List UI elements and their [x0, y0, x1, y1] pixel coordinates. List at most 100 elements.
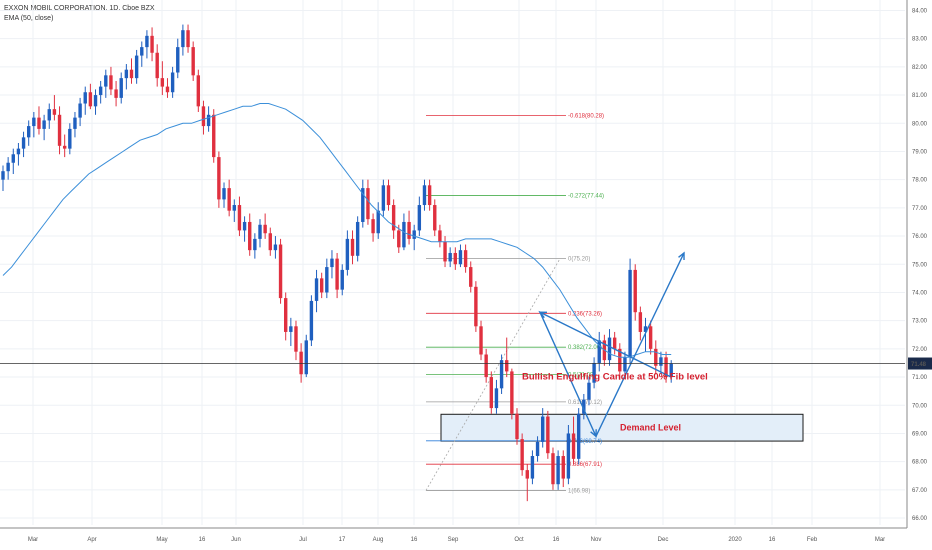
candle [371, 213, 375, 242]
candle [145, 30, 149, 59]
candle [73, 111, 77, 138]
candle [618, 343, 622, 380]
candle-body [643, 326, 648, 332]
x-tick-label: Aug [373, 537, 384, 543]
candle [304, 334, 308, 378]
grid [0, 0, 905, 525]
candle [607, 329, 612, 366]
candle-body [566, 433, 571, 479]
candle [479, 320, 483, 361]
candle [571, 416, 576, 465]
candle-body [309, 300, 314, 341]
candle [407, 210, 411, 245]
candle-body [78, 103, 82, 118]
candle [474, 281, 478, 332]
candle [68, 123, 72, 155]
candle-body [397, 230, 401, 248]
candle-body [155, 52, 159, 79]
y-tick-label: 76.00 [912, 234, 928, 240]
candle-body [170, 72, 175, 93]
candle-body [11, 154, 15, 163]
candle [160, 61, 165, 96]
chart-title: EXXON MOBIL CORPORATION, 1D, Cboe BZX [4, 5, 155, 12]
candle-body [448, 252, 452, 262]
candle-body [134, 55, 139, 79]
y-tick-label: 80.00 [912, 121, 928, 127]
candle-body [628, 269, 632, 358]
candle-body [104, 75, 108, 87]
candle [386, 179, 391, 211]
candle [515, 408, 519, 445]
candle [32, 111, 36, 138]
candle-body [551, 453, 555, 485]
candle-body [582, 399, 586, 414]
candle [242, 216, 247, 242]
candle [37, 106, 41, 135]
candle-body [541, 416, 545, 442]
candle-body [597, 340, 601, 363]
candle [597, 331, 601, 372]
candle [633, 264, 637, 321]
candle [361, 179, 365, 228]
candle-body [212, 114, 216, 158]
candle-body [73, 117, 77, 129]
candle [62, 134, 67, 158]
fib-level-label: -0.272(77.44) [568, 193, 604, 199]
candle [628, 258, 632, 363]
candle [21, 131, 26, 158]
candle-body [479, 326, 483, 355]
candle [222, 182, 226, 208]
candle-body [186, 30, 190, 48]
y-tick-label: 74.00 [912, 290, 928, 296]
candle [253, 233, 257, 259]
candle-body [510, 371, 514, 414]
candle-body [438, 230, 442, 242]
candle-body [294, 326, 298, 352]
candle-body [433, 205, 437, 231]
fib-level-label: 0.786(68.74) [568, 439, 602, 445]
y-tick-label: 78.00 [912, 178, 928, 184]
candle [520, 433, 524, 476]
candle [150, 27, 154, 62]
candle [263, 213, 267, 239]
candle-body [325, 267, 329, 293]
candle [181, 24, 185, 56]
fib-level-label: 0(75.20) [568, 257, 590, 263]
x-tick-label: Dec [658, 537, 669, 543]
candle [278, 238, 283, 304]
candle [453, 247, 458, 270]
projection-line [538, 252, 685, 438]
projection-arrowhead [538, 311, 548, 319]
candle [314, 269, 319, 313]
candle [397, 224, 401, 253]
candle-body [505, 360, 509, 372]
candle-body [561, 456, 565, 479]
candle-body [474, 286, 478, 327]
candle-body [469, 267, 473, 287]
candle [458, 244, 463, 268]
candle-body [52, 109, 57, 115]
candle-body [494, 388, 499, 409]
candle [541, 408, 545, 448]
candle-body [6, 162, 10, 172]
demand-zone [440, 413, 804, 442]
x-tick-label: Feb [807, 537, 818, 543]
candle-body [232, 205, 236, 211]
candle-body [623, 357, 627, 372]
candle [417, 196, 422, 237]
candle-body [361, 188, 365, 222]
x-tick-label: Apr [87, 537, 96, 543]
candle-body [489, 377, 493, 409]
candle-body [68, 128, 72, 149]
candle-body [289, 326, 293, 332]
candle [530, 450, 535, 485]
y-tick-label: 70.00 [912, 403, 928, 409]
y-tick-label: 72.00 [912, 347, 928, 353]
candle-body [525, 470, 529, 479]
x-tick-label: Mar [28, 537, 38, 543]
candle-body [427, 185, 432, 206]
candle-body [340, 269, 344, 290]
y-tick-label: 71.00 [912, 375, 928, 381]
candle-body [242, 221, 247, 231]
